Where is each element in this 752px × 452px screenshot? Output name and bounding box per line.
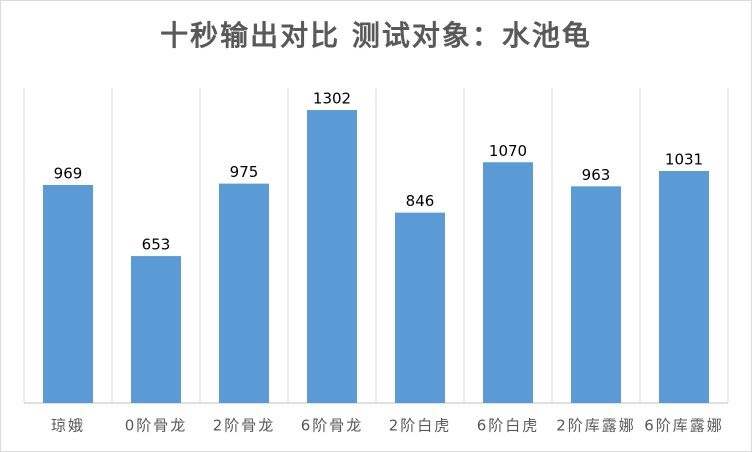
bar — [219, 183, 269, 403]
x-tick-label: 2阶库露娜 — [556, 417, 636, 435]
x-tick-label: 2阶白虎 — [389, 417, 452, 435]
x-tick-label: 6阶白虎 — [477, 417, 540, 435]
bar — [395, 212, 445, 403]
value-label: 846 — [406, 192, 435, 210]
value-label: 1302 — [313, 90, 351, 108]
bar — [571, 186, 621, 403]
value-label: 963 — [582, 166, 611, 184]
bar — [43, 184, 93, 403]
x-tick-label: 2阶骨龙 — [213, 417, 276, 435]
x-tick-label: 6阶骨龙 — [301, 417, 364, 435]
x-tick-label: 6阶库露娜 — [644, 417, 724, 435]
x-tick-label: 琼娥 — [51, 417, 85, 435]
bar — [483, 162, 533, 403]
value-label: 1031 — [665, 151, 703, 169]
value-label: 1070 — [489, 142, 527, 160]
bar — [659, 171, 709, 403]
value-label: 653 — [142, 236, 171, 254]
chart-title: 十秒输出对比 测试对象：水池龟 — [160, 19, 592, 52]
value-label: 975 — [230, 163, 259, 181]
bar — [131, 256, 181, 403]
bar — [307, 110, 357, 404]
x-tick-label: 0阶骨龙 — [125, 417, 188, 435]
value-label: 969 — [54, 164, 83, 182]
